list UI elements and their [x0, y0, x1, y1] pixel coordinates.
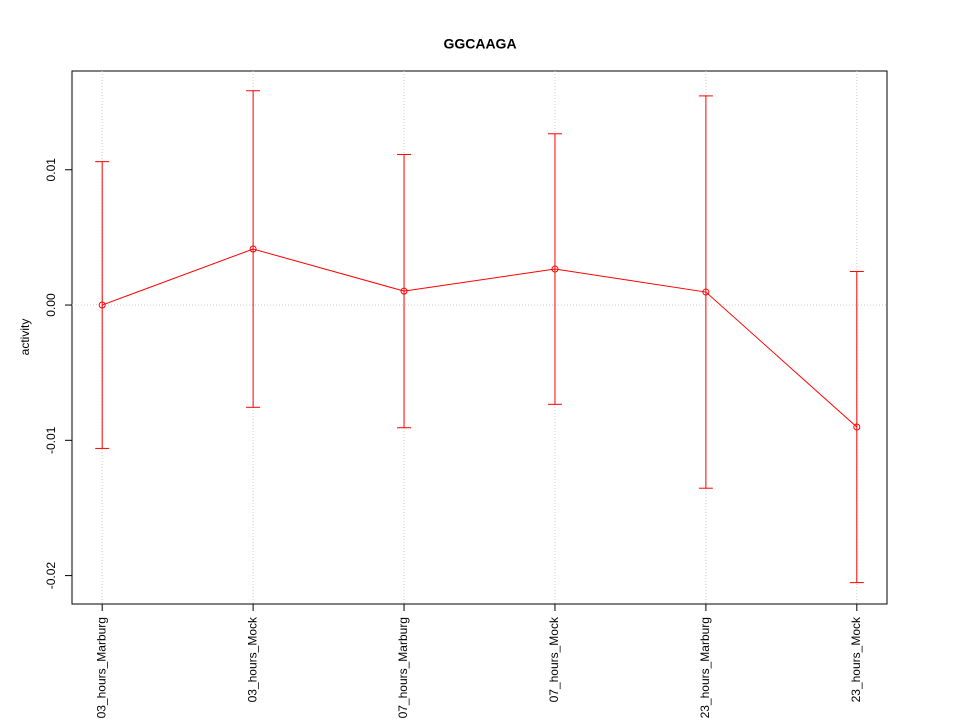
x-tick-label: 23_hours_Marburg — [698, 617, 712, 718]
point — [249, 245, 257, 253]
series-line — [102, 248, 858, 428]
x-tick-label: 03_hours_Marburg — [94, 617, 108, 718]
point — [98, 301, 106, 309]
x-tick-label: 23_hours_Mock — [849, 616, 863, 702]
y-tick-label: -0.01 — [44, 426, 58, 454]
x-tick-label: 03_hours_Mock — [245, 616, 259, 702]
y-tick-label: -0.02 — [44, 562, 58, 590]
point — [400, 287, 408, 295]
y-axis-label: activity — [18, 319, 32, 356]
point — [853, 423, 861, 431]
x-tick-label: 07_hours_Mock — [547, 616, 561, 702]
chart-title: GGCAAGA — [443, 36, 516, 52]
x-tick-label: 07_hours_Marburg — [396, 617, 410, 718]
plot-frame — [71, 70, 888, 605]
point — [551, 265, 559, 273]
y-tick-label: 0.01 — [44, 158, 58, 182]
point — [702, 288, 710, 296]
y-tick-label: 0.00 — [44, 293, 58, 317]
